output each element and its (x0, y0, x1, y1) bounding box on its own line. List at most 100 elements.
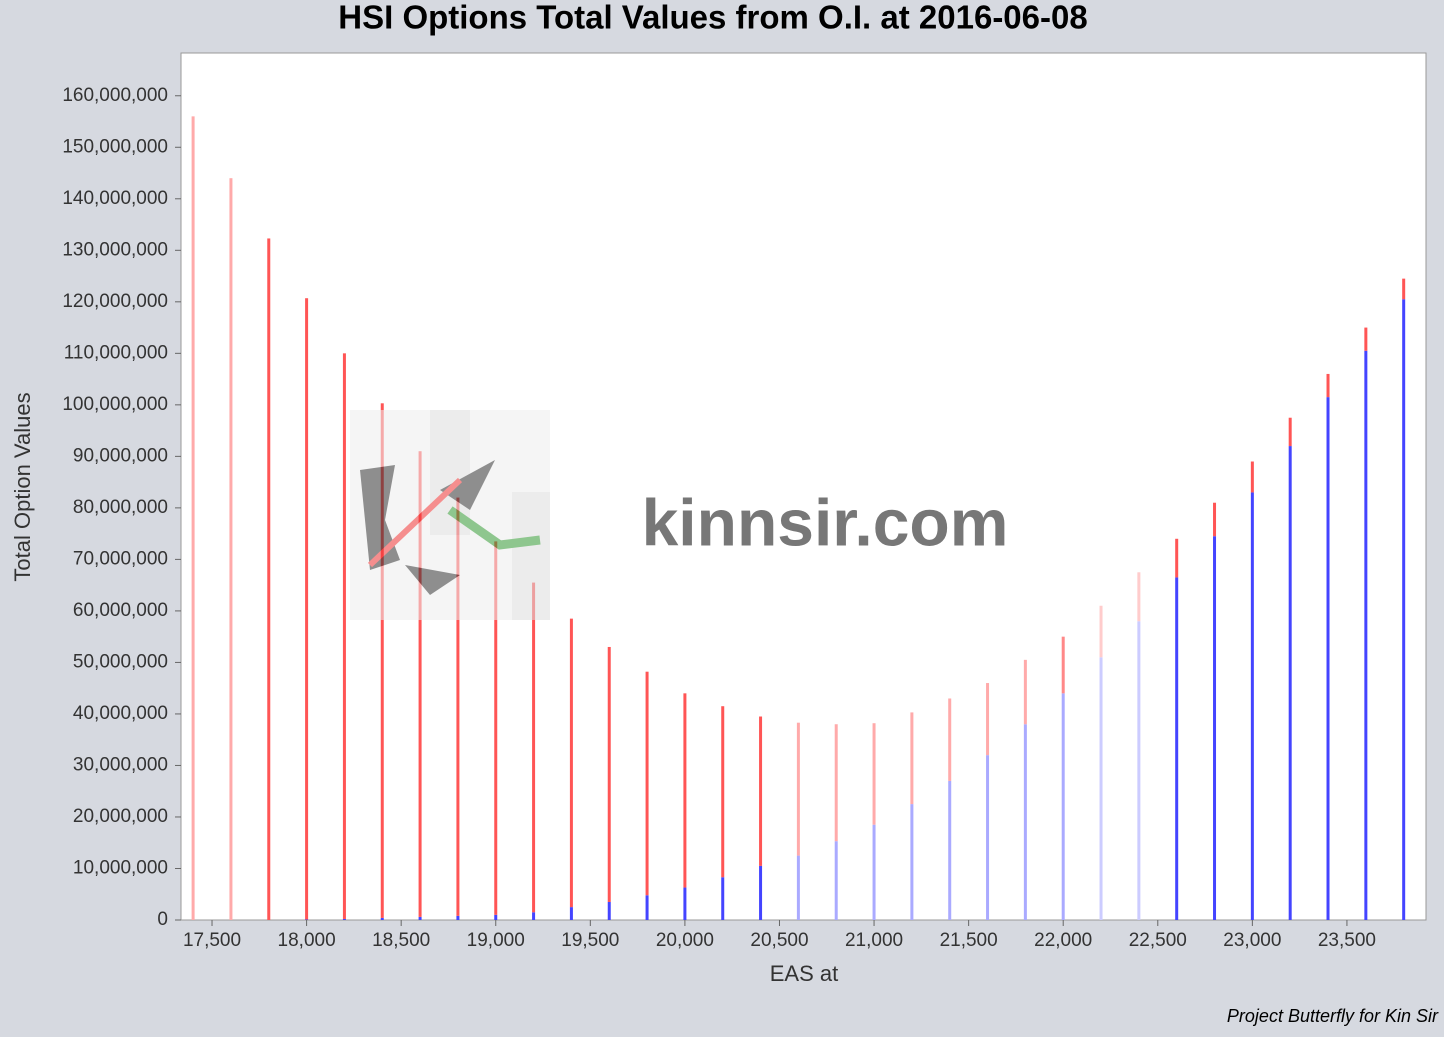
bar-segment (721, 706, 725, 878)
bar-segment (380, 403, 384, 918)
bar-segment (418, 916, 422, 920)
logo (350, 410, 550, 620)
bar-segment (418, 451, 422, 917)
bar-segment (1213, 536, 1217, 920)
x-tick-label: 19,500 (561, 930, 619, 951)
bar-segment (569, 618, 573, 908)
bar-segment (456, 497, 460, 916)
bar-segment (759, 865, 763, 920)
y-tick-label: 160,000,000 (62, 85, 168, 106)
x-tick-label: 23,500 (1318, 930, 1376, 951)
bar-segment (1175, 577, 1179, 920)
bar-segment (532, 582, 536, 913)
bar-segment (683, 887, 687, 920)
bar-segment (1326, 373, 1330, 398)
y-tick-label: 130,000,000 (62, 239, 168, 260)
bar-segment (607, 646, 611, 902)
bar-segment (607, 901, 611, 920)
x-tick-label: 20,500 (750, 930, 808, 951)
bar-segment (1137, 621, 1141, 920)
x-tick-label: 22,500 (1129, 930, 1187, 951)
x-tick-label: 17,500 (183, 930, 241, 951)
y-tick-label: 0 (157, 909, 168, 930)
y-axis-label: Total Option Values (10, 392, 35, 581)
bar-segment (494, 541, 498, 915)
footer: Project Butterfly for Kin Sir (1227, 1006, 1439, 1026)
bar-segment (1061, 636, 1065, 694)
watermark: kinnsir.com (642, 485, 1009, 559)
bar-segment (759, 716, 763, 866)
bar-segment (342, 918, 346, 920)
bar-segment (1061, 693, 1065, 920)
y-tick-label: 50,000,000 (73, 651, 168, 672)
bar-segment (1288, 446, 1292, 920)
bar-segment (456, 915, 460, 920)
bar-segment (645, 671, 649, 896)
x-tick-label: 19,000 (467, 930, 525, 951)
x-tick-label: 22,000 (1034, 930, 1092, 951)
y-tick-label: 40,000,000 (73, 703, 168, 724)
bar-segment (342, 353, 346, 919)
bar-segment (229, 178, 233, 920)
bar-segment (910, 804, 914, 920)
bar-segment (796, 722, 800, 856)
x-tick-label: 18,000 (278, 930, 336, 951)
bar-segment (1402, 299, 1406, 920)
y-tick-label: 110,000,000 (64, 342, 168, 363)
bar-segment (532, 912, 536, 920)
bar-segment (872, 824, 876, 920)
bar-segment (1364, 327, 1368, 351)
y-tick-label: 90,000,000 (73, 445, 168, 466)
x-tick-label: 21,000 (845, 930, 903, 951)
x-tick-label: 18,500 (372, 930, 430, 951)
bar-segment (1213, 502, 1217, 537)
bar-segment (1250, 461, 1254, 493)
bar-segment (305, 919, 309, 920)
bars (191, 116, 1406, 921)
bar-segment (872, 723, 876, 825)
y-tick-label: 100,000,000 (62, 394, 168, 415)
bar-segment (569, 907, 573, 920)
y-tick-label: 80,000,000 (73, 497, 168, 518)
bar-segment (1402, 278, 1406, 300)
bar-segment (494, 914, 498, 920)
bar-segment (1326, 397, 1330, 920)
y-tick-label: 20,000,000 (73, 806, 168, 827)
y-tick-label: 150,000,000 (62, 136, 168, 157)
y-tick-label: 60,000,000 (73, 600, 168, 621)
bar-segment (1137, 572, 1141, 622)
bar-segment (380, 917, 384, 920)
bar-segment (910, 712, 914, 805)
y-tick-label: 30,000,000 (73, 754, 168, 775)
bar-segment (834, 724, 838, 842)
bar-segment (796, 855, 800, 920)
x-tick-label: 21,500 (940, 930, 998, 951)
bar-segment (1364, 350, 1368, 920)
bar-segment (1023, 659, 1027, 725)
bar-segment (986, 683, 990, 756)
bar-segment (986, 755, 990, 920)
x-tick-label: 20,000 (656, 930, 714, 951)
bar-segment (1250, 492, 1254, 920)
x-axis-label: EAS at (770, 961, 838, 986)
bar-segment (1099, 605, 1103, 658)
bar-segment (1099, 657, 1103, 920)
bar-segment (1175, 538, 1179, 578)
bar-segment (683, 693, 687, 888)
x-tick-label: 23,000 (1223, 930, 1281, 951)
bar-segment (191, 116, 195, 920)
bar-segment (645, 895, 649, 920)
bar-segment (1023, 724, 1027, 920)
bar-segment (721, 877, 725, 920)
bar-segment (948, 780, 952, 920)
y-tick-label: 120,000,000 (62, 291, 168, 312)
chart-title: HSI Options Total Values from O.I. at 20… (338, 0, 1087, 36)
y-tick-label: 70,000,000 (73, 548, 168, 569)
y-tick-label: 140,000,000 (62, 188, 168, 209)
y-tick-label: 10,000,000 (73, 858, 168, 879)
bar-segment (267, 238, 271, 921)
bar-segment (948, 698, 952, 781)
bar-segment (1288, 417, 1292, 447)
bar-segment (305, 298, 309, 920)
